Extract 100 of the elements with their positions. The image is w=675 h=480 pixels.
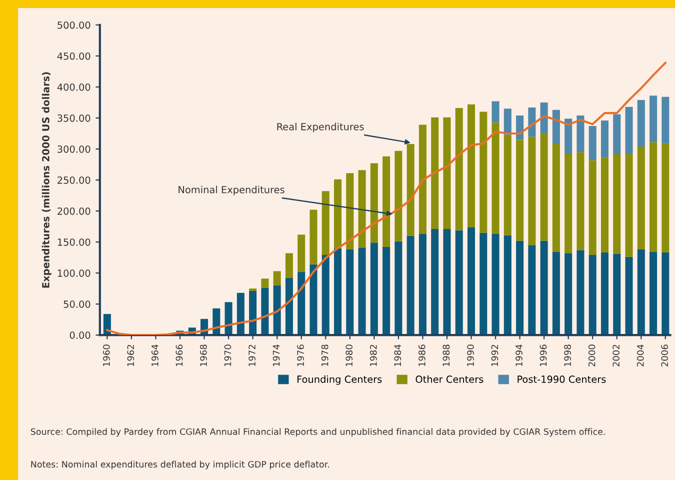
bar <box>370 163 378 243</box>
bar <box>576 152 584 250</box>
bar <box>273 271 281 286</box>
bar <box>552 110 560 144</box>
bar <box>236 292 244 336</box>
bar <box>504 108 512 135</box>
bar <box>418 234 426 336</box>
bar <box>637 249 645 336</box>
x-tick-label: 1992 <box>491 344 498 366</box>
bar <box>637 146 645 250</box>
bar <box>600 120 609 158</box>
bar <box>467 227 476 336</box>
bar <box>564 154 572 254</box>
x-tick-label: 2002 <box>612 344 620 366</box>
bar <box>346 173 354 250</box>
y-tick-label: 500.00 <box>58 21 90 29</box>
bar <box>637 100 645 147</box>
bar <box>613 154 621 254</box>
bar <box>382 156 390 247</box>
bar <box>588 126 596 160</box>
bar <box>588 255 596 336</box>
bar <box>600 252 609 336</box>
x-tick-label: 2000 <box>588 344 596 366</box>
bar <box>480 232 488 336</box>
x-tick-label: 1962 <box>127 344 134 366</box>
x-tick-label: 1968 <box>200 344 207 366</box>
bar <box>358 170 366 248</box>
x-tick-label: 1974 <box>272 344 280 366</box>
x-tick-label: 1972 <box>248 344 256 366</box>
bar <box>285 253 293 278</box>
legend-label: Founding Centers <box>297 375 382 385</box>
y-tick-label: 350.00 <box>58 114 90 122</box>
y-tick-label: 200.00 <box>58 207 90 215</box>
legend-label: Other Centers <box>416 375 484 383</box>
bar <box>249 291 257 336</box>
source-note: Source: Compiled by Pardey from CGIAR Annual Financial Reports and unpublished financial data provided by CGIAR System office. <box>30 428 605 437</box>
legend-label: Post-1990 Centers <box>518 376 606 383</box>
x-tick-label: 1964 <box>152 344 158 366</box>
bar <box>224 302 232 336</box>
bar <box>346 249 354 336</box>
y-tick-label: 0.00 <box>70 332 90 339</box>
x-tick-label: 1986 <box>418 344 426 366</box>
bar <box>443 228 451 336</box>
bar <box>406 236 414 336</box>
bar <box>576 250 584 336</box>
text: Notes: Nominal expenditures deflated by implicit GDP price deflator. <box>31 460 329 470</box>
bar <box>261 278 269 288</box>
x-tick-label: 1990 <box>467 344 474 366</box>
y-axis-title: Expenditures (millions 2000 US dollars) <box>42 72 52 288</box>
bar <box>310 210 318 264</box>
x-tick-label: 1966 <box>176 344 183 366</box>
y-tick-label: 400.00 <box>57 83 90 91</box>
bar <box>650 252 658 336</box>
bar <box>600 158 609 253</box>
bar <box>431 228 439 336</box>
bar <box>492 234 500 336</box>
bar <box>588 160 596 256</box>
bar <box>528 245 536 336</box>
y-tick-label: 150.00 <box>58 238 90 246</box>
bar <box>516 140 524 241</box>
bar <box>467 104 476 228</box>
x-tick-label: 2006 <box>661 344 668 366</box>
bar <box>334 248 342 336</box>
bar <box>528 136 536 246</box>
y-tick-label: 250.00 <box>58 176 90 184</box>
bar <box>322 255 330 336</box>
annotation: Real Expenditures <box>277 122 364 132</box>
bar <box>576 116 584 152</box>
bar <box>249 288 257 292</box>
bar <box>370 242 378 336</box>
bar <box>298 234 306 272</box>
bar <box>310 264 318 336</box>
bar <box>394 150 402 242</box>
bar <box>431 117 439 229</box>
bar <box>564 118 572 154</box>
x-tick-label: 1960 <box>102 344 110 366</box>
bar <box>358 248 366 336</box>
bar <box>516 240 524 336</box>
bar <box>650 96 658 142</box>
bar <box>650 142 658 252</box>
bar <box>334 179 342 248</box>
bar <box>298 272 306 336</box>
x-tick-label: 1988 <box>442 344 450 366</box>
bar <box>261 288 269 336</box>
bar <box>662 96 670 144</box>
bar <box>625 256 633 336</box>
bar <box>273 285 281 336</box>
x-tick-label: 1998 <box>564 344 571 366</box>
bar <box>322 191 330 256</box>
bar <box>504 134 512 236</box>
x-tick-label: 2004 <box>636 344 644 366</box>
bar <box>480 112 488 233</box>
x-tick-label: 1980 <box>346 344 353 366</box>
bar <box>455 230 463 336</box>
bar <box>540 133 548 241</box>
bar <box>613 254 621 336</box>
bar <box>662 143 670 253</box>
x-tick-label: 1982 <box>370 344 377 366</box>
x-tick-label: 1978 <box>321 344 328 366</box>
bar <box>540 240 548 336</box>
